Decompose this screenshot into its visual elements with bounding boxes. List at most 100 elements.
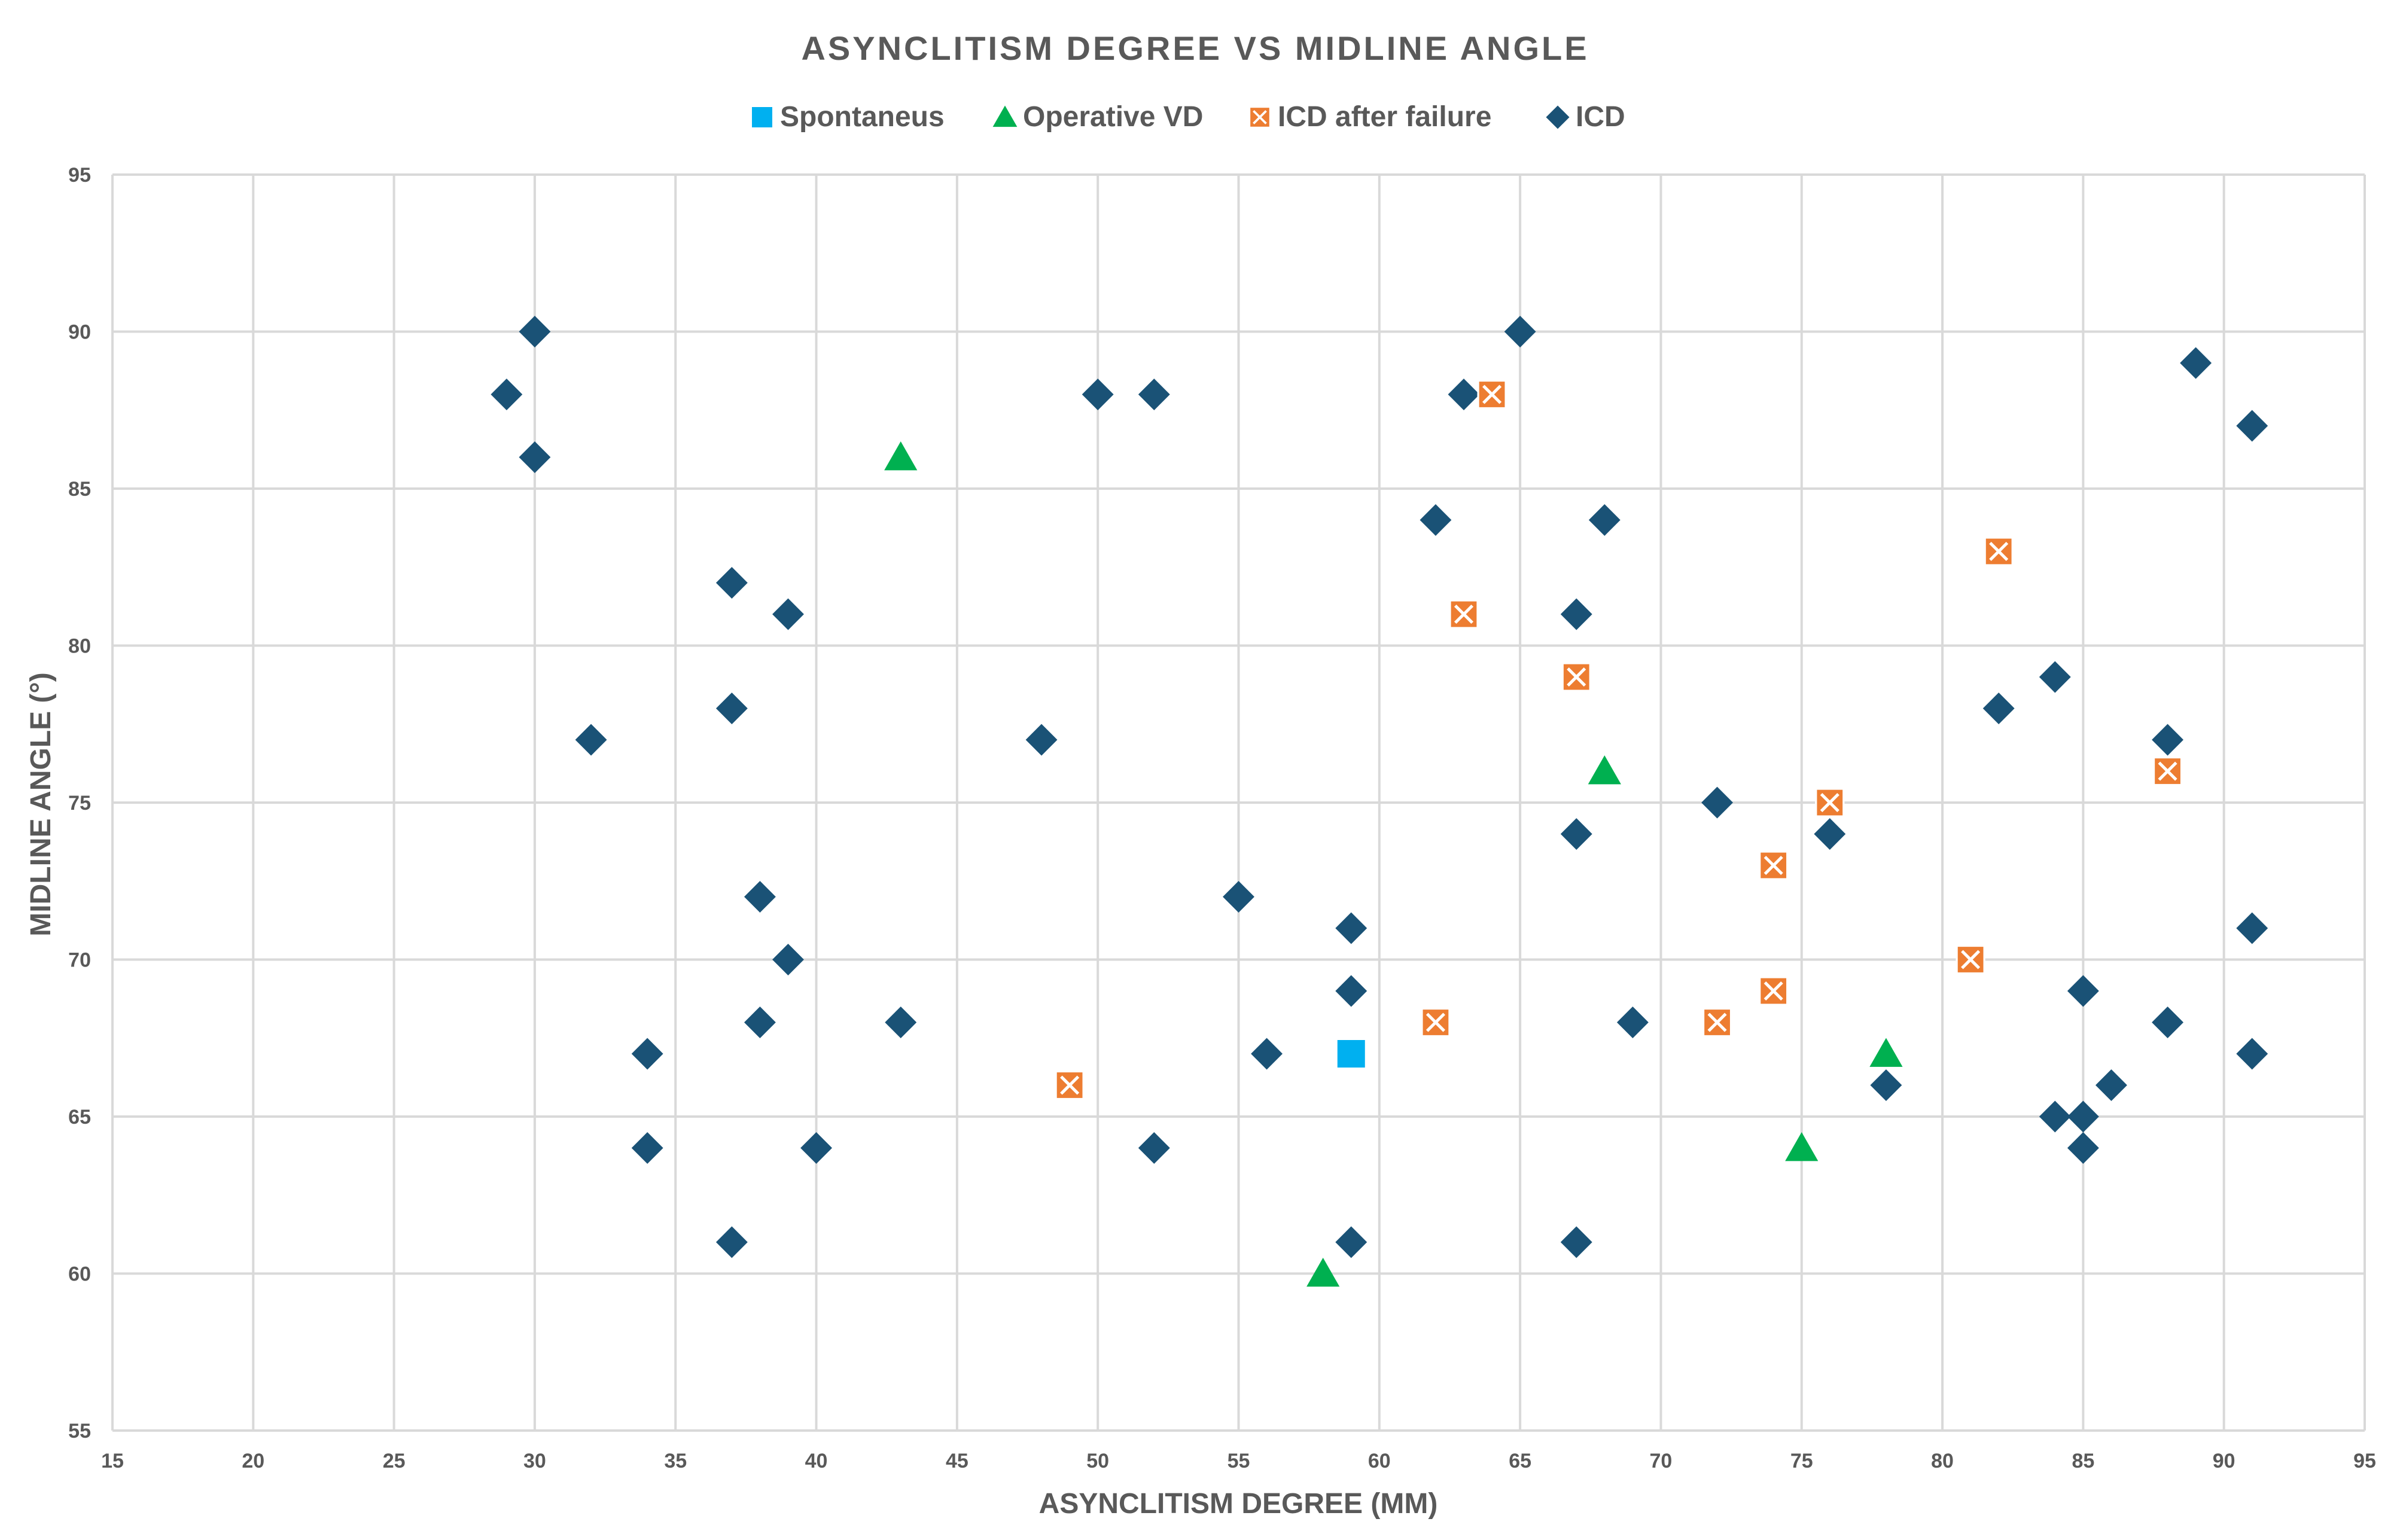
x-tick-label: 85 — [2072, 1450, 2094, 1472]
x-tick-label: 30 — [523, 1450, 546, 1472]
legend-item: Spontaneus — [752, 101, 945, 133]
data-point — [1588, 504, 1621, 536]
data-point — [1759, 850, 1789, 880]
data-point — [575, 724, 607, 756]
data-point — [2236, 912, 2268, 944]
data-point — [1448, 379, 1480, 410]
data-point — [1701, 786, 1734, 819]
data-point — [1785, 1132, 1819, 1161]
legend-item: ICD — [1546, 101, 1625, 133]
data-point — [519, 441, 551, 473]
data-point — [1335, 1226, 1367, 1258]
data-point — [715, 1226, 748, 1258]
x-tick-label: 35 — [664, 1450, 687, 1472]
x-tick-label: 20 — [242, 1450, 264, 1472]
data-point — [1477, 379, 1507, 410]
data-point — [1420, 504, 1452, 536]
legend-marker — [1248, 106, 1271, 129]
data-point — [1815, 788, 1845, 818]
data-point — [1138, 379, 1170, 410]
y-tick-label: 80 — [68, 635, 91, 658]
legend-marker — [752, 107, 772, 127]
x-tick-label: 40 — [805, 1450, 828, 1472]
data-point — [1025, 724, 1058, 756]
data-point — [1869, 1038, 1903, 1067]
data-point — [1984, 536, 2014, 566]
data-point — [2039, 1100, 2071, 1133]
data-point — [491, 379, 523, 410]
data-point — [1082, 379, 1114, 410]
x-tick-label: 50 — [1086, 1450, 1109, 1472]
series-icd — [491, 316, 2268, 1258]
data-point — [744, 1007, 776, 1038]
data-point — [1251, 1038, 1283, 1070]
data-point — [1982, 693, 2015, 724]
data-point — [1560, 598, 1592, 630]
data-point — [1956, 944, 1985, 975]
data-point — [2152, 1007, 2184, 1038]
x-tick-label: 80 — [1931, 1450, 1954, 1472]
y-tick-label: 70 — [68, 949, 91, 972]
data-point — [800, 1132, 833, 1164]
y-axis-ticks: 55 60 65 70 75 80 85 90 95 — [68, 164, 91, 1443]
data-point — [772, 598, 804, 630]
data-point — [1588, 755, 1621, 785]
data-point — [1055, 1070, 1085, 1100]
data-point — [2067, 975, 2099, 1007]
data-point — [1223, 881, 1254, 913]
data-point — [885, 1007, 917, 1038]
x-tick-label: 15 — [101, 1450, 124, 1472]
legend-label: Operative VD — [1023, 101, 1203, 133]
x-tick-label: 55 — [1228, 1450, 1250, 1472]
data-point — [744, 881, 776, 913]
y-tick-label: 55 — [68, 1420, 91, 1443]
data-point — [1337, 1040, 1365, 1068]
data-point — [1560, 818, 1592, 850]
data-point — [1138, 1132, 1170, 1164]
data-point — [2095, 1069, 2127, 1101]
data-point — [1335, 912, 1367, 944]
x-axis-title: ASYNCLITISM DEGREE (MM) — [1039, 1488, 1438, 1520]
y-tick-label: 90 — [68, 321, 91, 344]
x-tick-label: 90 — [2213, 1450, 2235, 1472]
gridlines — [111, 173, 2366, 1432]
data-point — [715, 693, 748, 724]
data-point — [519, 316, 551, 347]
x-tick-label: 25 — [383, 1450, 406, 1472]
y-tick-label: 85 — [68, 478, 91, 501]
legend: Spontaneus Operative VD ICD after failure I… — [752, 101, 1625, 133]
x-tick-label: 60 — [1368, 1450, 1391, 1472]
data-point — [1870, 1069, 1902, 1101]
data-point — [1616, 1007, 1649, 1038]
legend-item: Operative VD — [992, 101, 1203, 133]
data-point — [1702, 1007, 1732, 1038]
x-tick-label: 95 — [2353, 1450, 2376, 1472]
data-point — [715, 567, 748, 599]
x-tick-label: 75 — [1790, 1450, 1813, 1472]
data-point — [2067, 1100, 2099, 1133]
series-icd-after-failure — [1055, 379, 2183, 1100]
legend-label: Spontaneus — [780, 101, 945, 133]
data-point — [2067, 1132, 2099, 1164]
data-point — [1335, 975, 1367, 1007]
data-point — [1449, 599, 1479, 629]
legend-label: ICD after failure — [1278, 101, 1491, 133]
y-tick-label: 95 — [68, 164, 91, 187]
chart-title: ASYNCLITISM DEGREE VS MIDLINE ANGLE — [801, 29, 1589, 67]
series-operative-vd — [884, 441, 1903, 1287]
legend-label: ICD — [1576, 101, 1625, 133]
data-point — [2152, 756, 2183, 786]
data-point — [1306, 1258, 1340, 1287]
data-point — [1759, 976, 1789, 1006]
data-point — [884, 441, 918, 471]
data-point — [2236, 1038, 2268, 1070]
data-point — [1421, 1007, 1451, 1038]
data-point — [631, 1038, 663, 1070]
y-axis-title: MIDLINE ANGLE (°) — [25, 672, 57, 936]
x-axis-ticks: 15 20 25 30 35 40 45 50 55 60 65 70 75 80 85 90 95 — [101, 1450, 2376, 1472]
data-point — [2180, 347, 2212, 379]
data-point — [2152, 724, 2184, 756]
y-tick-label: 65 — [68, 1106, 91, 1129]
y-tick-label: 75 — [68, 792, 91, 815]
